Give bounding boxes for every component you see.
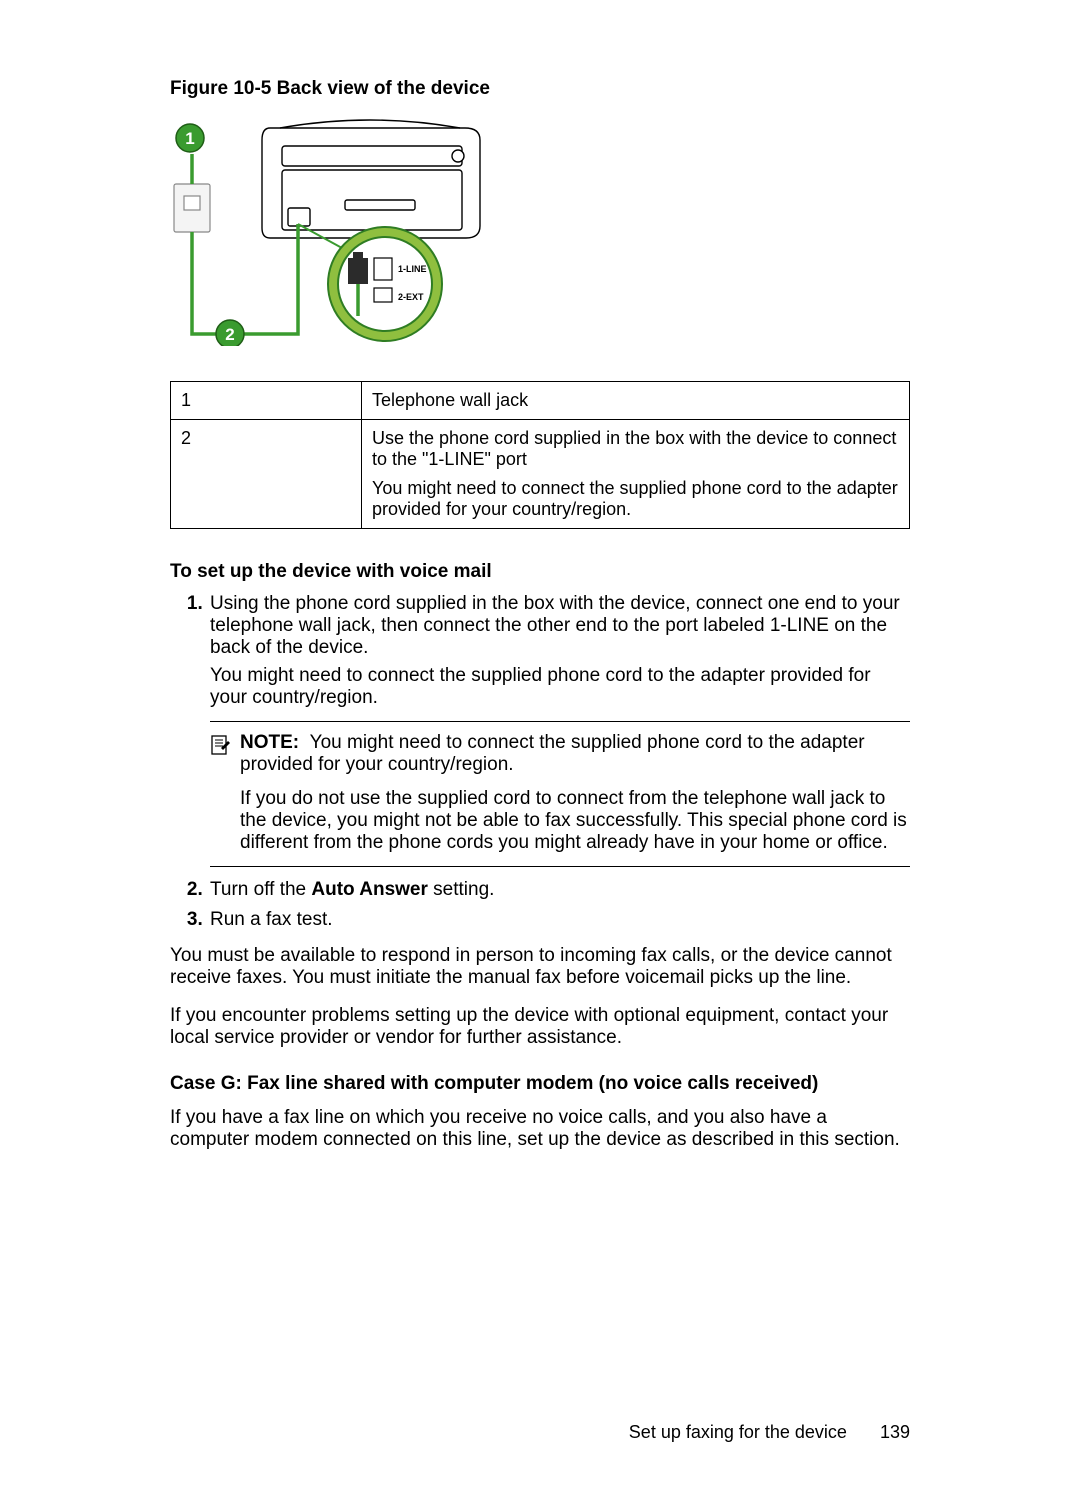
note-icon bbox=[210, 732, 240, 854]
note-label: NOTE: bbox=[240, 732, 299, 753]
step-text: You might need to connect the supplied p… bbox=[210, 665, 910, 709]
port-1line-label: 1-LINE bbox=[398, 264, 427, 274]
footer-text: Set up faxing for the device bbox=[629, 1422, 847, 1442]
callout-2: 2 bbox=[225, 325, 234, 344]
step-text: Run a fax test. bbox=[210, 909, 333, 930]
legend-text: Use the phone cord supplied in the box w… bbox=[372, 428, 899, 470]
figure-caption: Figure 10-5 Back view of the device bbox=[170, 78, 910, 100]
step-text: Using the phone cord supplied in the box… bbox=[210, 593, 900, 658]
legend-table: 1 Telephone wall jack 2 Use the phone co… bbox=[170, 381, 910, 529]
note-block: NOTE: You might need to connect the supp… bbox=[210, 721, 910, 867]
legend-num: 1 bbox=[171, 382, 362, 420]
legend-text: You might need to connect the supplied p… bbox=[372, 478, 899, 520]
note-text: NOTE: You might need to connect the supp… bbox=[240, 732, 910, 854]
port-2ext-label: 2-EXT bbox=[398, 292, 424, 302]
legend-num: 2 bbox=[171, 420, 362, 529]
page-footer: Set up faxing for the device 139 bbox=[629, 1422, 910, 1443]
section-heading: Case G: Fax line shared with computer mo… bbox=[170, 1073, 910, 1095]
step-2: Turn off the Auto Answer setting. bbox=[208, 879, 910, 901]
device-back-svg: 1-LINE 2-EXT 1 2 bbox=[170, 106, 500, 346]
step-bold: Auto Answer bbox=[311, 879, 427, 900]
note-para: You might need to connect the supplied p… bbox=[240, 732, 865, 775]
step-text: setting. bbox=[428, 879, 495, 900]
body-paragraph: If you have a fax line on which you rece… bbox=[170, 1107, 910, 1151]
legend-desc: Use the phone cord supplied in the box w… bbox=[362, 420, 910, 529]
note-para: If you do not use the supplied cord to c… bbox=[240, 788, 910, 854]
procedure-heading: To set up the device with voice mail bbox=[170, 561, 910, 583]
step-1: Using the phone cord supplied in the box… bbox=[208, 593, 910, 867]
procedure-steps: Using the phone cord supplied in the box… bbox=[170, 593, 910, 931]
table-row: 2 Use the phone cord supplied in the box… bbox=[171, 420, 910, 529]
step-3: Run a fax test. bbox=[208, 909, 910, 931]
legend-text: Telephone wall jack bbox=[372, 390, 899, 411]
document-page: Figure 10-5 Back view of the device bbox=[0, 0, 1080, 1495]
page-number: 139 bbox=[880, 1422, 910, 1442]
body-paragraph: You must be available to respond in pers… bbox=[170, 945, 910, 989]
step-text: Turn off the bbox=[210, 879, 311, 900]
callout-1: 1 bbox=[185, 129, 194, 148]
figure-diagram: 1-LINE 2-EXT 1 2 bbox=[170, 106, 500, 346]
legend-desc: Telephone wall jack bbox=[362, 382, 910, 420]
table-row: 1 Telephone wall jack bbox=[171, 382, 910, 420]
body-paragraph: If you encounter problems setting up the… bbox=[170, 1005, 910, 1049]
